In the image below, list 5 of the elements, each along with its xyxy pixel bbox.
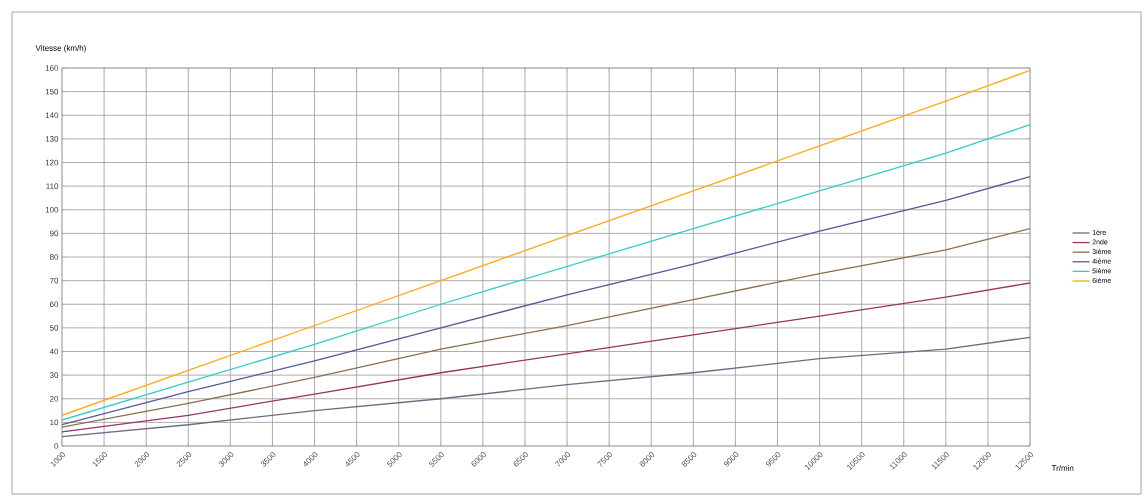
line-series: [62, 228, 1031, 428]
line-series: [62, 69, 1031, 416]
line-series: [62, 176, 1031, 426]
line-series: [62, 336, 1031, 438]
line-series: [62, 282, 1031, 433]
